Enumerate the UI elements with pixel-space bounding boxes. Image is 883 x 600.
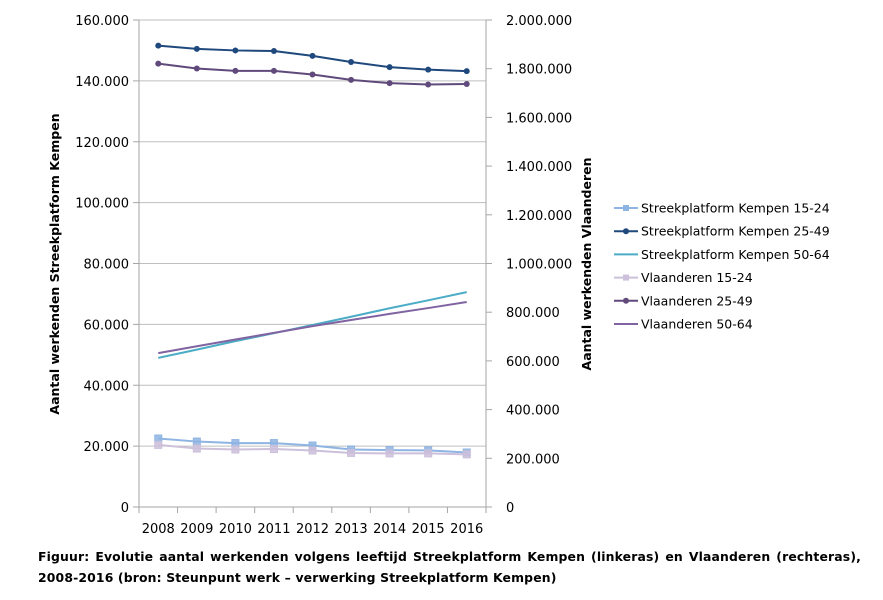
left-tick-label: 80.000 [84, 258, 130, 273]
left-tick-label: 40.000 [84, 379, 130, 394]
data-point [463, 81, 470, 88]
x-tick-label: 2009 [180, 522, 213, 537]
line-chart: 0 20.000 40.000 60.000 80.000 100.000 120.000 1… [47, 14, 830, 537]
x-tick-label: 2008 [142, 522, 175, 537]
right-tick-label: 1.200.000 [506, 209, 572, 224]
right-axis-ticks: 0 200.000 400.000 600.000 800.000 1.000.000 1.… [486, 14, 572, 516]
right-tick-label: 800.000 [506, 306, 560, 321]
data-point [347, 448, 356, 457]
legend-item: Streekplatform Kempen 15-24 [614, 201, 830, 216]
data-point [232, 67, 239, 74]
legend-label: Streekplatform Kempen 50-64 [641, 247, 830, 262]
data-point [425, 81, 432, 88]
legend: Streekplatform Kempen 15-24 Streekplatfor… [614, 201, 830, 332]
right-tick-label: 600.000 [506, 355, 560, 370]
right-tick-label: 1.800.000 [506, 63, 572, 78]
right-tick-label: 200.000 [506, 452, 560, 467]
figure-caption: Figuur: Evolutie aantal werkenden volgen… [38, 549, 861, 585]
legend-label: Vlaanderen 50-64 [641, 317, 753, 332]
series-lines [154, 42, 471, 459]
data-point [269, 445, 278, 454]
legend-item: Streekplatform Kempen 25-49 [614, 224, 830, 239]
x-tick-label: 2014 [373, 522, 406, 537]
series-streekplatform-kempen-25-49 [155, 42, 470, 75]
right-tick-label: 1.400.000 [506, 160, 572, 175]
data-point [386, 80, 393, 87]
data-point [308, 446, 317, 455]
data-point [193, 65, 200, 72]
data-point [231, 445, 240, 454]
left-axis-title: Aantal werkenden Streekplatform Kempen [47, 113, 62, 414]
legend-item: Vlaanderen 15-24 [614, 270, 753, 285]
x-tick-label: 2013 [335, 522, 368, 537]
x-tick-label: 2015 [412, 522, 445, 537]
left-tick-label: 160.000 [75, 14, 129, 29]
data-point [463, 68, 470, 75]
data-point [462, 450, 471, 459]
legend-marker [623, 297, 629, 304]
left-tick-label: 60.000 [84, 318, 130, 333]
data-point [270, 48, 277, 55]
data-point [386, 64, 393, 71]
right-tick-label: 1.000.000 [506, 258, 572, 273]
data-point [232, 47, 239, 54]
left-axis-ticks: 0 20.000 40.000 60.000 80.000 100.000 120.000 1… [75, 14, 139, 516]
data-point [348, 76, 355, 83]
data-point [348, 59, 355, 66]
series-streekplatform-kempen-50-64 [158, 291, 467, 359]
data-point [385, 449, 394, 458]
legend-marker [623, 274, 629, 281]
series-vlaanderen-50-64 [158, 300, 467, 355]
right-tick-label: 1.600.000 [506, 111, 572, 126]
data-point [193, 45, 200, 52]
series-vlaanderen-25-49 [155, 60, 470, 88]
x-axis-ticks: 2008 2009 2010 2011 2012 2013 2014 2015 2016 [138, 507, 487, 537]
data-point [154, 440, 163, 449]
data-point [155, 60, 162, 67]
legend-marker [623, 228, 629, 235]
data-point [155, 42, 162, 49]
data-point [425, 66, 432, 73]
legend-item: Streekplatform Kempen 50-64 [614, 247, 830, 262]
series-line [158, 291, 467, 359]
right-tick-label: 0 [506, 501, 514, 516]
left-tick-label: 0 [121, 501, 129, 516]
data-point [309, 52, 316, 59]
data-point [231, 439, 240, 448]
x-tick-label: 2016 [450, 522, 483, 537]
left-tick-label: 140.000 [75, 75, 129, 90]
series-vlaanderen-15-24 [154, 440, 471, 459]
legend-label: Vlaanderen 15-24 [641, 270, 753, 285]
data-point [192, 437, 201, 446]
legend-marker [623, 205, 629, 211]
data-point [424, 449, 433, 458]
data-point [309, 71, 316, 78]
right-tick-label: 2.000.000 [506, 14, 572, 29]
left-tick-label: 120.000 [75, 136, 129, 151]
x-tick-label: 2011 [257, 522, 290, 537]
left-tick-label: 100.000 [75, 197, 129, 212]
legend-item: Vlaanderen 50-64 [614, 317, 753, 332]
x-tick-label: 2010 [219, 522, 252, 537]
left-tick-label: 20.000 [84, 440, 130, 455]
data-point [270, 67, 277, 74]
x-tick-label: 2012 [296, 522, 329, 537]
data-point [192, 444, 201, 453]
right-axis-title: Aantal werkenden Vlaanderen [579, 158, 594, 371]
right-tick-label: 400.000 [506, 404, 560, 419]
legend-label: Streekplatform Kempen 25-49 [641, 224, 830, 239]
legend-label: Streekplatform Kempen 15-24 [641, 201, 830, 216]
series-line [158, 300, 467, 355]
legend-item: Vlaanderen 25-49 [614, 293, 753, 308]
legend-label: Vlaanderen 25-49 [641, 293, 753, 308]
